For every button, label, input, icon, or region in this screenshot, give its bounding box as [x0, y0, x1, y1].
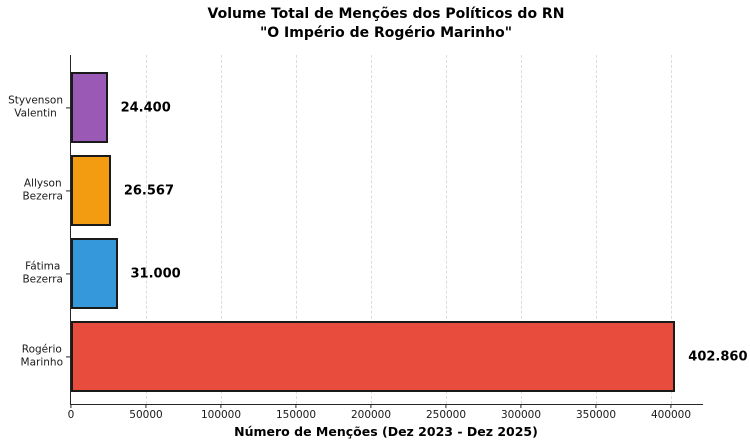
y-tick-label-line: Allyson — [23, 177, 62, 189]
bar-styvenson-valentin — [71, 72, 108, 143]
x-tick-label: 150000 — [275, 409, 317, 421]
x-tick-mark — [445, 404, 447, 408]
gridline — [521, 55, 522, 404]
bar-value-label: 31.000 — [130, 266, 181, 281]
gridline — [146, 55, 147, 404]
bar-value-label: 402.860 — [688, 349, 748, 364]
x-tick-label: 300000 — [500, 409, 542, 421]
y-tick-label: Fátima Bezerra — [22, 260, 63, 287]
chart-title: Volume Total de Menções dos Políticos do… — [70, 5, 702, 43]
bar-value-label: 26.567 — [123, 183, 175, 198]
plot-area: 0 50000 100000 150000 200000 250000 300000 3500… — [65, 55, 748, 421]
y-tick-mark — [65, 106, 70, 109]
x-tick-mark — [70, 404, 72, 408]
x-tick-mark — [520, 404, 522, 408]
x-tick-mark — [370, 404, 372, 408]
x-tick-label: 200000 — [350, 409, 392, 421]
gridline — [596, 55, 597, 404]
bar-value-label: 24.400 — [120, 100, 171, 115]
x-tick-mark — [670, 404, 672, 408]
chart-title-line1: Volume Total de Menções dos Políticos do… — [207, 6, 565, 22]
x-tick-label: 350000 — [575, 409, 617, 421]
x-tick-label: 0 — [67, 409, 75, 421]
y-tick-label-line: Bezerra — [22, 273, 63, 286]
gridline — [671, 55, 672, 404]
y-tick-label-line: Styvenson — [8, 94, 63, 106]
gridline — [446, 55, 447, 404]
x-tick-mark — [145, 404, 147, 408]
gridline — [296, 55, 297, 404]
gridline — [371, 55, 372, 404]
y-tick-label-line: Bezerra — [22, 190, 63, 203]
chart-title-line2: "O Império de Rogério Marinho" — [259, 25, 512, 41]
x-tick-label: 400000 — [650, 409, 692, 421]
y-tick-label: Allyson Bezerra — [22, 177, 63, 204]
x-tick-label: 50000 — [129, 409, 163, 421]
y-tick-mark — [65, 272, 70, 275]
x-tick-label: 100000 — [200, 409, 242, 421]
x-tick-mark — [295, 404, 297, 408]
x-tick-mark — [220, 404, 222, 408]
y-tick-mark — [65, 189, 70, 192]
y-tick-label-line: Rogério — [21, 343, 62, 355]
y-tick-label-line: Valentin — [14, 107, 57, 120]
bar-fátima-bezerra — [71, 238, 118, 309]
y-tick-label-line: Marinho — [20, 356, 63, 369]
x-axis-label: Número de Menções (Dez 2023 - Dez 2025) — [234, 424, 538, 439]
y-tick-label: Styvenson Valentin — [8, 94, 63, 121]
x-tick-label: 250000 — [425, 409, 467, 421]
gridline — [221, 55, 222, 404]
y-tick-mark — [65, 355, 70, 358]
y-tick-label-line: Fátima — [25, 260, 61, 272]
bar-allyson-bezerra — [71, 155, 111, 226]
y-tick-label: Rogério Marinho — [21, 343, 63, 370]
bar-rogério-marinho — [71, 321, 676, 392]
x-tick-mark — [595, 404, 597, 408]
